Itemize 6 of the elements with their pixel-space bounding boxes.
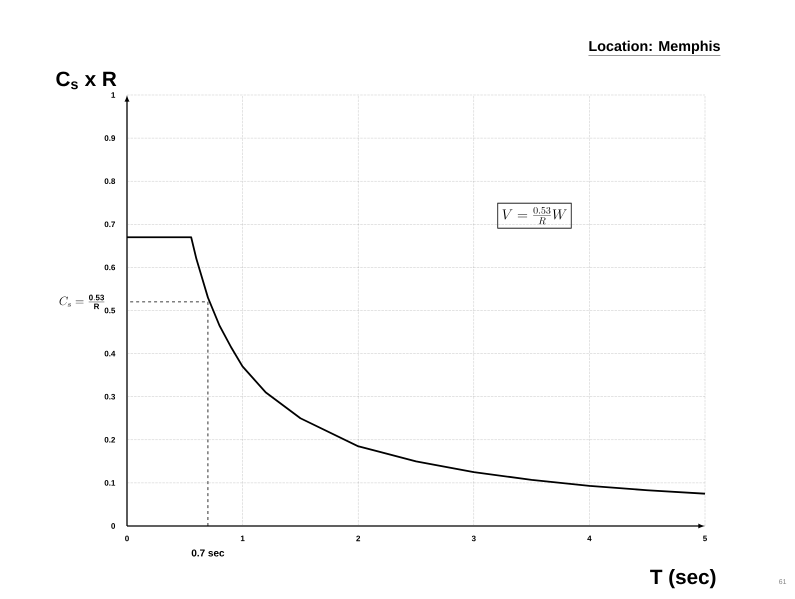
annotation: $V = \frac{0.53}{R} W$ bbox=[502, 206, 567, 224]
y-axis-title: C$_{s}$ x R bbox=[56, 72, 116, 90]
annotation: 0.7 sec bbox=[192, 549, 224, 556]
annotation: $C_s = \frac{\mathbf{0.53}}{\mathbf{R}}$ bbox=[60, 294, 104, 310]
x-axis-title: T (sec) bbox=[650, 569, 716, 588]
chart-title: Location: Memphis bbox=[589, 40, 720, 54]
